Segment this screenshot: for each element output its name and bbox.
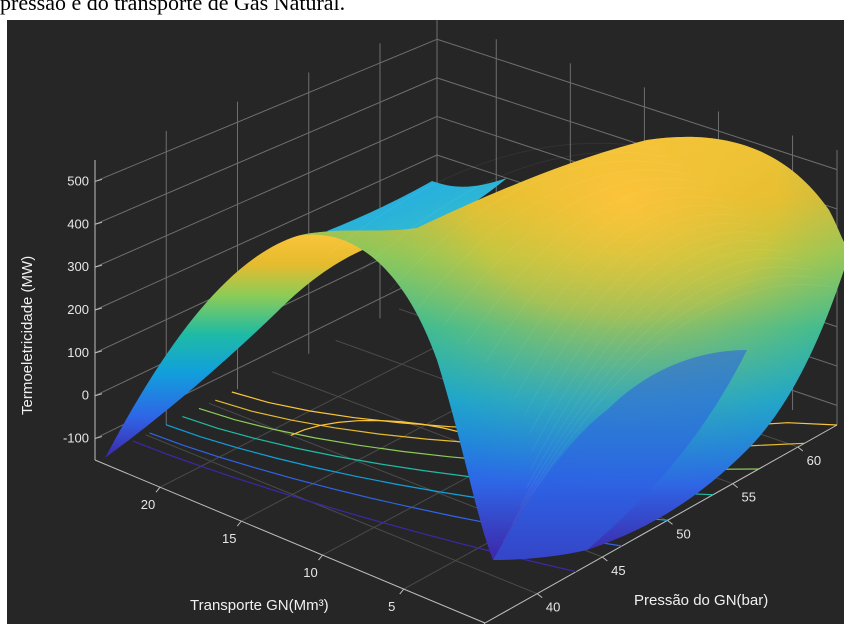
surface-mesh-line	[485, 196, 724, 363]
surface-mesh-line	[531, 240, 779, 453]
floor-grid-line	[145, 434, 538, 595]
surface-highlight	[297, 136, 844, 560]
z-tick-mark	[94, 436, 103, 440]
caption-text: pressão e do transporte de Gás Natural.	[0, 0, 346, 15]
surface-mesh-line	[389, 160, 680, 291]
surface-mesh-line	[530, 248, 790, 471]
z-tick-label: 100	[67, 345, 89, 360]
y-tick-mark	[602, 556, 608, 562]
surface-mesh-line	[511, 275, 823, 525]
z-tick-label: 300	[67, 259, 89, 274]
surface-left-flank	[105, 232, 372, 458]
y-tick-mark	[797, 446, 804, 452]
z-tick-label: 0	[82, 388, 89, 403]
z-tick-label: 400	[67, 216, 89, 231]
surface-front-lobe	[493, 350, 747, 560]
x-tick-mark	[399, 588, 405, 595]
surface-mesh-line	[529, 231, 768, 435]
grid-line	[94, 77, 438, 225]
x-axis-label: Transporte GN(Mm³)	[190, 597, 329, 614]
x-tick-label: 10	[303, 565, 317, 580]
chart-figure: -1000100200300400500051015204045505560 T…	[7, 20, 844, 624]
grid-line	[436, 38, 838, 171]
axis-ticks: -1000100200300400500051015204045505560	[63, 173, 821, 624]
y-tick-label: 50	[676, 526, 690, 541]
x-tick-label: 20	[141, 497, 155, 512]
y-axis-line	[484, 424, 838, 624]
surface-mesh-line	[465, 187, 713, 345]
surface-mesh-line	[523, 222, 757, 417]
surface-mesh	[105, 136, 844, 560]
surface-plot: -1000100200300400500051015204045505560 T…	[19, 20, 844, 624]
z-tick-mark	[94, 350, 103, 354]
y-tick-label: 40	[546, 600, 560, 615]
surface-mesh-line	[359, 151, 669, 273]
surface-mesh-line	[328, 142, 658, 255]
surface-mesh-line	[417, 169, 691, 309]
y-tick-label: 60	[807, 453, 821, 468]
surface-mesh-line	[526, 257, 801, 489]
x-tick-label: 5	[388, 599, 395, 614]
y-axis-label: Pressão do GN(bar)	[634, 592, 768, 609]
x-tick-mark	[155, 486, 161, 493]
grid-line	[94, 38, 438, 182]
y-tick-mark	[536, 593, 543, 599]
z-tick-label: -100	[63, 431, 89, 446]
y-tick-label: 45	[611, 563, 625, 578]
surface-mesh-line	[501, 205, 735, 381]
z-tick-mark	[94, 264, 103, 268]
y-tick-label: 55	[741, 490, 755, 505]
surface-back-fold	[327, 178, 507, 243]
surface-mesh-line	[514, 213, 746, 399]
surface-mesh-line	[442, 178, 702, 327]
surface-mesh-line	[502, 283, 834, 543]
x-tick-mark	[236, 520, 242, 527]
z-tick-mark	[94, 178, 103, 182]
z-tick-mark	[94, 307, 103, 311]
z-tick-mark	[94, 393, 103, 397]
surface-mesh-lines	[328, 142, 834, 543]
z-axis-label: Termoeletricidade (MW)	[19, 256, 36, 415]
x-tick-label: 15	[222, 531, 236, 546]
y-tick-mark	[732, 483, 739, 489]
x-tick-mark	[318, 554, 323, 561]
z-tick-label: 200	[67, 302, 89, 317]
surface-mesh-line	[519, 266, 812, 507]
z-tick-mark	[94, 221, 103, 225]
y-tick-mark	[667, 519, 673, 525]
z-tick-label: 500	[67, 173, 89, 188]
